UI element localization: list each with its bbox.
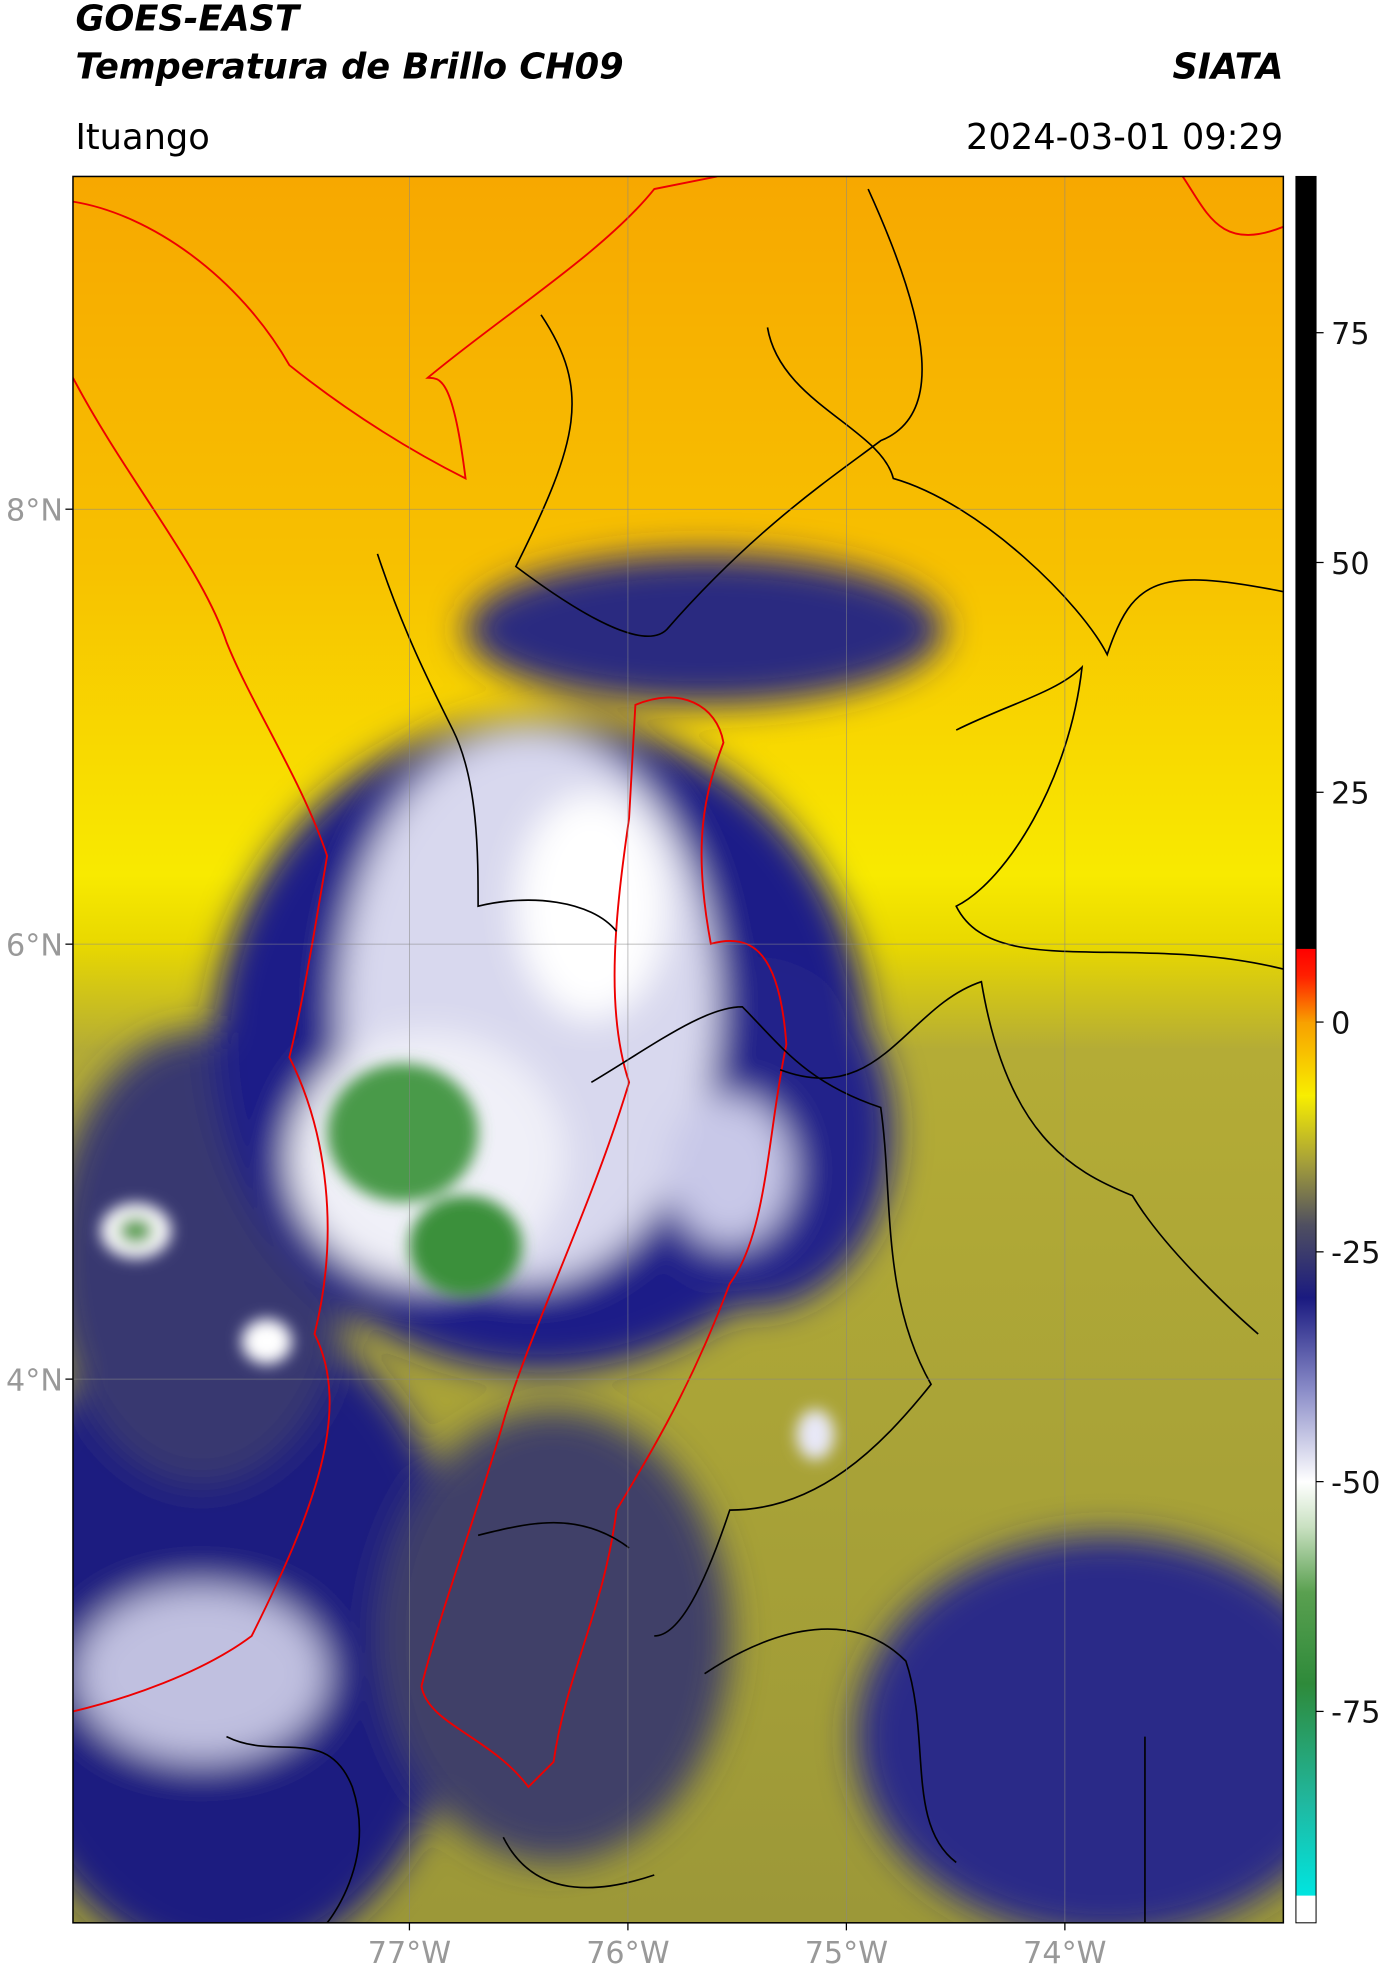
datetime: 2024-03-01 09:29 [966,117,1283,158]
map-frame [72,175,1285,1924]
y-tick-label: 4°N [6,1363,63,1398]
colorbar-segment [1295,1022,1317,1096]
colorbar-segment [1295,1095,1317,1161]
subtitle: Temperatura de Brillo CH09 [75,46,623,87]
colorbar-frame [1295,175,1317,1924]
colorbar-segment [1295,1224,1317,1299]
y-tick-label: 6°N [6,928,63,963]
colorbar-tick-label: 0 [1331,1006,1350,1041]
y-tick-label: 8°N [6,494,63,529]
colorbar-segment [1295,1389,1317,1483]
colorbar-segment [1295,1591,1317,1685]
colorbar-tick-label: 50 [1331,547,1369,582]
colorbar-segment [1295,1895,1317,1924]
temperature-field [72,176,1284,1923]
source: SIATA [1172,46,1283,87]
colorbar-tick-label: 25 [1331,777,1369,812]
title: GOES-EAST [75,0,302,40]
region: Ituango [75,117,209,158]
x-tick-label: 74°W [1023,1936,1106,1971]
colorbar-segment [1295,1481,1317,1528]
x-tick-label: 75°W [805,1936,888,1971]
x-tick-label: 77°W [368,1936,451,1971]
colorbar-segment [1295,948,1317,977]
colorbar-segment [1295,1527,1317,1593]
colorbar-segment [1295,176,1317,949]
colorbar-segment [1295,1803,1317,1896]
colorbar-segment [1295,1159,1317,1225]
colorbar-tick-label: -25 [1331,1236,1380,1271]
colorbar-tick-label: 75 [1331,317,1369,352]
x-tick-label: 76°W [586,1936,669,1971]
colorbar-segment [1295,976,1317,1023]
colorbar-segment [1295,1297,1317,1391]
colorbar-tick-label: -75 [1331,1696,1380,1731]
colorbar-segment [1295,1683,1317,1804]
colorbar-tick-label: -50 [1331,1466,1380,1501]
